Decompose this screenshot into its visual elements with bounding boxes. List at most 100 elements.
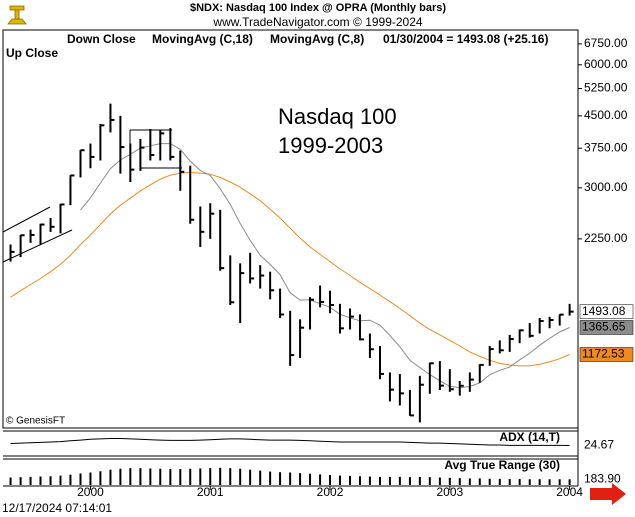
y-tick-label: 3000.00 <box>584 180 628 194</box>
indicator-bar <box>49 476 52 485</box>
x-tick-label: 2004 <box>556 485 583 499</box>
indicator-bar <box>548 479 551 485</box>
indicator-bar <box>179 469 182 485</box>
header-info: 01/30/2004 = 1493.08 (+25.16) <box>383 32 548 46</box>
legend-ma18: MovingAvg (C,18) <box>152 32 253 46</box>
indicator-bar <box>289 472 292 485</box>
indicator-bar <box>39 476 42 485</box>
indicator-bar <box>568 479 571 485</box>
indicator-bar <box>418 476 421 485</box>
indicator-bar <box>349 475 352 485</box>
indicator-bar <box>19 477 22 485</box>
indicator-bar <box>69 474 72 485</box>
moving-average <box>10 171 570 367</box>
ma-last-label: 1172.53 <box>582 347 625 361</box>
indicator-bar <box>398 476 401 485</box>
ma-last-label: 1365.65 <box>582 320 626 334</box>
indicator-bar <box>508 479 511 485</box>
ma-last-label-box <box>579 347 634 362</box>
indicator-bar <box>149 468 152 485</box>
y-tick-label: 6000.00 <box>584 57 628 71</box>
indicator-bar <box>99 471 102 485</box>
indicator-bar <box>468 478 471 485</box>
indicator-bar <box>109 469 112 485</box>
annotation: 1999-2003 <box>278 133 383 158</box>
indicator-bar <box>129 468 132 485</box>
scroll-arrow[interactable] <box>590 483 626 505</box>
indicator-bar <box>269 471 272 485</box>
timestamp: 12/17/2024 07:14:01 <box>2 501 112 515</box>
last-close-label: 1493.08 <box>582 304 626 318</box>
indicator-bar <box>29 476 32 485</box>
indicator-bar <box>259 470 262 485</box>
indicator-bar <box>249 469 252 485</box>
annotation: Nasdaq 100 <box>278 104 397 129</box>
y-tick-label: 2250.00 <box>584 231 628 245</box>
panel-title: ADX (14,T) <box>499 430 560 444</box>
indicator-bar <box>388 476 391 485</box>
indicator-bar <box>119 468 122 485</box>
moving-average <box>80 143 570 389</box>
chart-subtitle: www.TradeNavigator.com © 1999-2024 <box>212 15 422 29</box>
chart-title: $NDX: Nasdaq 100 Index @ OPRA (Monthly b… <box>190 2 446 14</box>
indicator-bar <box>299 473 302 485</box>
trend-line <box>2 206 51 233</box>
indicator-bar <box>199 468 202 485</box>
legend-ma8: MovingAvg (C,8) <box>270 32 364 46</box>
legend-up: Up Close <box>6 46 58 60</box>
indicator-bar <box>9 477 12 485</box>
indicator-bar <box>338 475 341 485</box>
indicator-line <box>10 438 570 446</box>
panel-last-label: 24.67 <box>584 438 614 452</box>
indicator-bar <box>279 472 282 485</box>
panel-last-label: 183.90 <box>584 471 621 485</box>
indicator-bar <box>169 469 172 485</box>
indicator-bar <box>378 476 381 485</box>
indicator-bar <box>59 475 62 485</box>
indicator-bar <box>448 477 451 485</box>
x-tick-label: 2000 <box>77 485 104 499</box>
indicator-bar <box>488 478 491 485</box>
y-tick-label: 4500.00 <box>584 108 628 122</box>
ma-last-label-box <box>579 320 634 335</box>
indicator-bar <box>498 478 501 485</box>
x-tick-label: 2001 <box>197 485 224 499</box>
y-tick-label: 6750.00 <box>584 36 628 50</box>
indicator-bar <box>79 473 82 485</box>
trend-line <box>2 229 73 263</box>
indicator-bar <box>239 468 242 485</box>
panel-title: Avg True Range (30) <box>444 458 560 472</box>
logo-icon <box>7 5 27 25</box>
y-tick-label: 3750.00 <box>584 140 628 154</box>
indicator-bar <box>528 479 531 485</box>
indicator-bar <box>438 477 441 485</box>
indicator-bar <box>428 477 431 485</box>
indicator-bar <box>219 467 222 485</box>
indicator-bar <box>458 478 461 485</box>
indicator-bar <box>159 468 162 485</box>
x-tick-label: 2002 <box>317 485 344 499</box>
indicator-bar <box>368 476 371 485</box>
indicator-bar <box>518 479 521 485</box>
indicator-bar <box>229 468 232 485</box>
indicator-bar <box>89 472 92 485</box>
indicator-bar <box>538 479 541 485</box>
indicator-bar <box>209 468 212 485</box>
indicator-bar <box>478 478 481 485</box>
legend-down: Down Close <box>67 32 136 46</box>
source: © GenesisFT <box>6 416 65 427</box>
indicator-bar <box>309 473 312 485</box>
indicator-bar <box>329 475 332 485</box>
indicator-bar <box>319 474 322 485</box>
y-tick-label: 5250.00 <box>584 81 628 95</box>
indicator-bar <box>189 468 192 485</box>
logo <box>2 2 32 29</box>
indicator-bar <box>558 479 561 485</box>
indicator-bar <box>139 468 142 485</box>
indicator-bar <box>408 477 411 485</box>
indicator-bar <box>358 476 361 485</box>
last-close-label-box <box>579 304 634 319</box>
x-tick-label: 2003 <box>436 485 463 499</box>
